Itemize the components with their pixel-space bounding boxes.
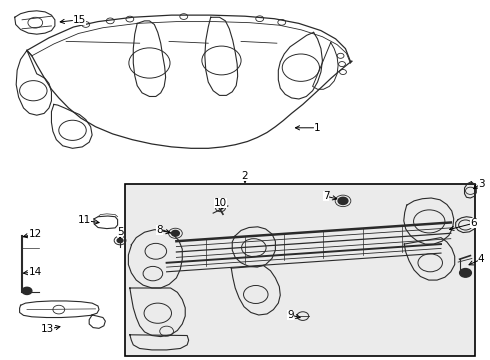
Text: 4: 4 (469, 254, 485, 265)
Circle shape (338, 197, 348, 204)
Text: 11: 11 (77, 215, 99, 225)
Text: 15: 15 (60, 15, 86, 25)
Circle shape (172, 230, 179, 236)
Text: 2: 2 (242, 171, 248, 183)
Text: 6: 6 (450, 218, 477, 230)
Text: 5: 5 (117, 227, 123, 238)
Circle shape (22, 287, 32, 294)
Text: 13: 13 (41, 324, 60, 334)
Text: 14: 14 (24, 267, 42, 277)
Circle shape (460, 269, 471, 277)
Circle shape (117, 238, 123, 243)
Text: 7: 7 (322, 191, 337, 201)
Text: 1: 1 (295, 123, 320, 133)
Text: 3: 3 (474, 179, 485, 189)
Text: 12: 12 (24, 229, 42, 239)
Text: 10: 10 (214, 198, 227, 209)
FancyBboxPatch shape (125, 184, 475, 356)
Text: 8: 8 (156, 225, 170, 235)
Text: 9: 9 (287, 310, 300, 320)
